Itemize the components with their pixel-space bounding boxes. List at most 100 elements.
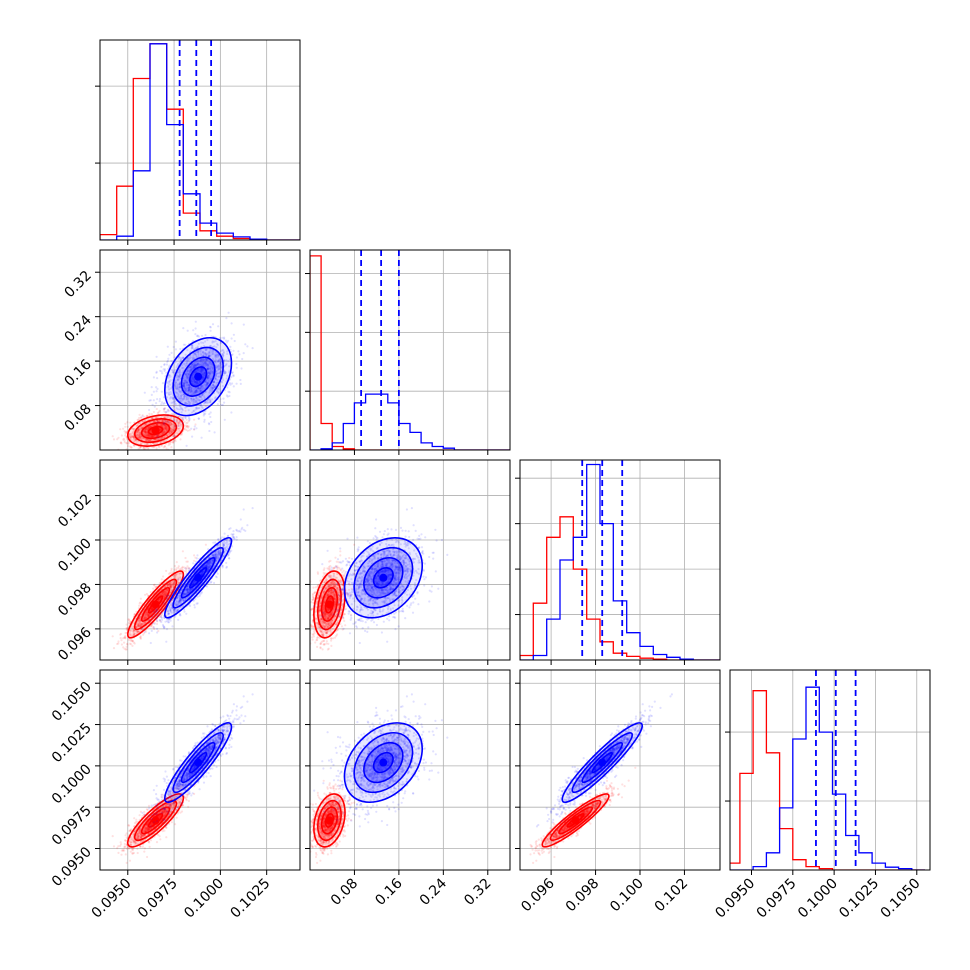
- scatter-point: [147, 439, 150, 442]
- scatter-point: [138, 416, 141, 420]
- scatter-point: [181, 417, 184, 420]
- scatter-point: [195, 389, 198, 392]
- scatter-point: [193, 391, 197, 394]
- scatter-point: [174, 574, 177, 577]
- scatter-point: [166, 427, 169, 430]
- scatter-point: [182, 356, 185, 360]
- scatter-point: [185, 424, 188, 427]
- scatter-point: [179, 423, 182, 426]
- scatter-point: [206, 367, 209, 371]
- scatter-point: [139, 432, 142, 435]
- scatter-point: [216, 369, 219, 372]
- scatter-point: [197, 399, 200, 402]
- scatter-point: [167, 422, 170, 425]
- scatter-point: [208, 361, 211, 364]
- scatter-point: [218, 392, 221, 395]
- scatter-point: [142, 633, 145, 636]
- scatter-point: [171, 426, 174, 429]
- scatter-point: [183, 385, 186, 388]
- scatter-point: [186, 429, 189, 432]
- scatter-point: [241, 357, 244, 361]
- scatter-point: [126, 421, 129, 424]
- scatter-point: [178, 373, 182, 376]
- scatter-point: [177, 393, 180, 396]
- scatter-point: [191, 378, 194, 381]
- scatter-point: [188, 369, 191, 372]
- scatter-point: [191, 375, 194, 378]
- scatter-point: [120, 643, 123, 646]
- scatter-point: [238, 353, 241, 356]
- scatter-point: [153, 446, 156, 449]
- scatter-point: [155, 622, 159, 626]
- scatter-point: [166, 588, 169, 592]
- scatter-point: [169, 429, 172, 432]
- scatter-point: [221, 354, 225, 357]
- scatter-point: [205, 353, 208, 356]
- scatter-point: [217, 372, 220, 375]
- scatter-point: [204, 353, 207, 356]
- scatter-point: [185, 402, 188, 406]
- scatter-point: [215, 346, 218, 349]
- scatter-point: [215, 389, 219, 392]
- scatter-point: [193, 362, 196, 365]
- scatter-point: [202, 377, 205, 380]
- scatter-point: [164, 430, 167, 433]
- scatter-point: [206, 358, 209, 361]
- scatter-point: [129, 620, 132, 623]
- scatter-point: [244, 343, 247, 346]
- scatter-point: [173, 383, 176, 387]
- scatter-point: [171, 424, 175, 427]
- scatter-point: [212, 351, 215, 354]
- scatter-point: [202, 364, 205, 367]
- scatter-point: [145, 427, 148, 430]
- scatter-point: [202, 341, 205, 344]
- scatter-point: [139, 436, 142, 439]
- scatter-point: [204, 361, 207, 364]
- scatter-point: [153, 442, 156, 446]
- scatter-point: [206, 399, 209, 402]
- scatter-point: [192, 392, 195, 395]
- scatter-point: [148, 412, 151, 415]
- scatter-point: [185, 397, 188, 400]
- scatter-point: [186, 370, 189, 373]
- scatter-point: [185, 444, 188, 447]
- scatter-point: [200, 386, 203, 390]
- scatter-point: [202, 386, 205, 389]
- scatter-point: [188, 389, 191, 392]
- scatter-point: [191, 358, 194, 361]
- scatter-point: [228, 391, 231, 394]
- scatter-point: [217, 354, 220, 357]
- scatter-point: [150, 417, 154, 420]
- scatter-point: [191, 356, 194, 359]
- scatter-point: [194, 408, 197, 411]
- scatter-point: [213, 345, 216, 348]
- scatter-point: [172, 429, 175, 432]
- contour-line-1: [189, 366, 208, 388]
- scatter-point: [215, 372, 218, 375]
- scatter-point: [141, 414, 144, 417]
- scatter-point: [190, 389, 193, 393]
- scatter-point: [137, 429, 140, 432]
- scatter-point: [179, 390, 183, 393]
- scatter-point: [164, 407, 167, 410]
- scatter-point: [148, 434, 151, 437]
- scatter-point: [177, 430, 180, 433]
- scatter-point: [201, 350, 204, 353]
- scatter-point: [194, 381, 197, 384]
- scatter-point: [231, 371, 234, 375]
- scatter-point: [162, 431, 165, 434]
- scatter-point: [161, 436, 164, 439]
- scatter-point: [176, 419, 179, 422]
- scatter-point: [145, 439, 148, 442]
- scatter-point: [190, 397, 193, 400]
- scatter-point: [197, 386, 200, 389]
- scatter-point: [170, 584, 173, 587]
- scatter-point: [232, 333, 235, 336]
- scatter-point: [168, 415, 171, 418]
- scatter-point: [165, 410, 168, 413]
- scatter-point: [232, 374, 235, 377]
- scatter-point: [135, 433, 138, 436]
- scatter-point: [209, 401, 212, 404]
- scatter-point: [144, 439, 148, 442]
- scatter-point: [222, 352, 225, 355]
